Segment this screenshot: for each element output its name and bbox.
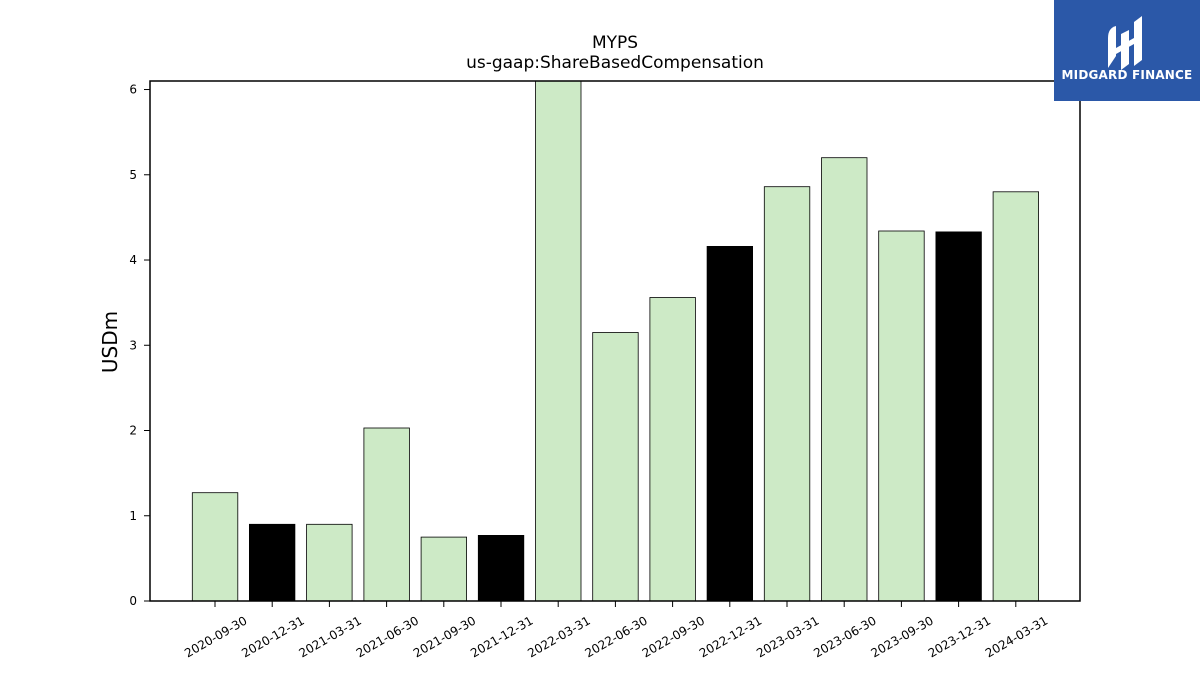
x-tick-label: 2022-03-31 [525,613,592,660]
y-tick-label: 3 [129,338,137,352]
x-tick-label: 2021-03-31 [296,613,363,660]
x-ticks: 2020-09-302020-12-312021-03-312021-06-30… [182,601,1050,660]
plot-frame [149,80,1081,602]
bar-2022-12-31 [706,245,753,602]
y-tick-label: 0 [129,594,137,608]
y-tick-label: 4 [129,253,137,267]
x-tick-label: 2020-09-30 [182,613,249,660]
bar-2020-09-30 [191,492,239,602]
bar-2023-06-30 [821,157,868,602]
x-tick-label: 2021-12-31 [468,613,535,660]
logo-text: MIDGARD FINANCE [1061,68,1193,82]
y-axis-label: USDm [98,311,122,373]
bar-2020-12-31 [248,523,296,602]
bar-2021-12-31 [477,535,525,602]
bar-2024-03-31 [992,191,1039,602]
bar-2022-09-30 [649,297,696,602]
x-tick-label: 2024-03-31 [983,613,1050,660]
y-tick-label: 2 [129,424,137,438]
y-tick-label: 1 [129,509,137,523]
bar-2023-12-31 [935,231,982,602]
midgard-logo-icon [1108,16,1142,70]
x-tick-label: 2023-03-31 [754,613,821,660]
bar-2021-09-30 [420,536,468,602]
midgard-finance-logo: MIDGARD FINANCE [1054,0,1200,101]
bar-2023-03-31 [763,186,811,602]
bar-2022-03-31 [535,80,582,602]
chart-subtitle: us-gaap:ShareBasedCompensation [466,53,764,73]
bar-2022-06-30 [592,332,639,602]
x-tick-label: 2021-09-30 [411,613,478,660]
bar-2021-03-31 [306,523,353,602]
bar-2023-09-30 [878,230,925,602]
x-tick-label: 2020-12-31 [239,613,306,660]
x-tick-label: 2022-06-30 [582,613,649,660]
y-tick-label: 6 [129,83,137,97]
x-tick-label: 2022-09-30 [640,613,707,660]
bar-2021-06-30 [363,427,410,602]
x-tick-label: 2023-06-30 [811,613,878,660]
x-tick-label: 2023-12-31 [926,613,993,660]
bars-layer [191,80,1039,602]
chart-title: MYPS [592,33,638,53]
y-tick-label: 5 [129,168,137,182]
x-tick-label: 2023-09-30 [868,613,935,660]
y-ticks: 0 1 2 3 4 5 6 [129,83,150,608]
x-tick-label: 2022-12-31 [697,613,764,660]
x-tick-label: 2021-06-30 [354,613,421,660]
